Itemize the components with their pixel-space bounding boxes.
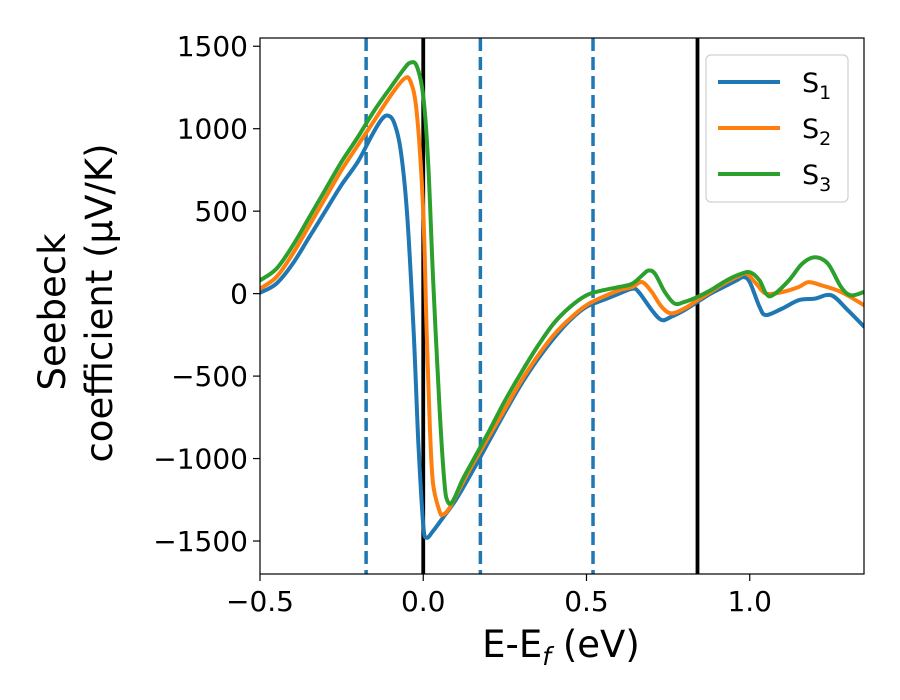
reference-lines [364, 38, 700, 574]
y-tick-label: 500 [195, 195, 248, 228]
x-axis-label: E-Ef (eV) [482, 623, 640, 671]
y-tick-label: −1500 [153, 525, 248, 558]
series-line-S3 [260, 60, 864, 506]
y-tick-label: 0 [230, 278, 248, 311]
legend-label-S2: S2 [802, 114, 831, 150]
legend-label-S3: S3 [802, 160, 831, 196]
y-axis-label-line1: Seebeck [31, 233, 74, 391]
x-axis-ticks: −0.5 0.0 0.5 1.0 [226, 574, 772, 618]
x-tick-label: −0.5 [226, 585, 294, 618]
plot-frame [259, 37, 865, 575]
series-lines [260, 60, 864, 540]
x-tick-label: 0.0 [401, 585, 446, 618]
y-axis-label-line2: coefficient (μV/K) [78, 143, 121, 462]
y-tick-label: −1000 [153, 443, 248, 476]
y-axis-ticks: −1500 −1000 −500 0 500 1000 1500 [153, 30, 260, 558]
y-tick-label: −500 [171, 360, 248, 393]
y-tick-label: 1000 [177, 113, 248, 146]
x-tick-label: 0.5 [564, 585, 609, 618]
x-tick-label: 1.0 [727, 585, 772, 618]
y-tick-label: 1500 [177, 30, 248, 63]
legend-label-S1: S1 [802, 68, 831, 104]
legend: S1 S2 S3 [705, 54, 849, 203]
